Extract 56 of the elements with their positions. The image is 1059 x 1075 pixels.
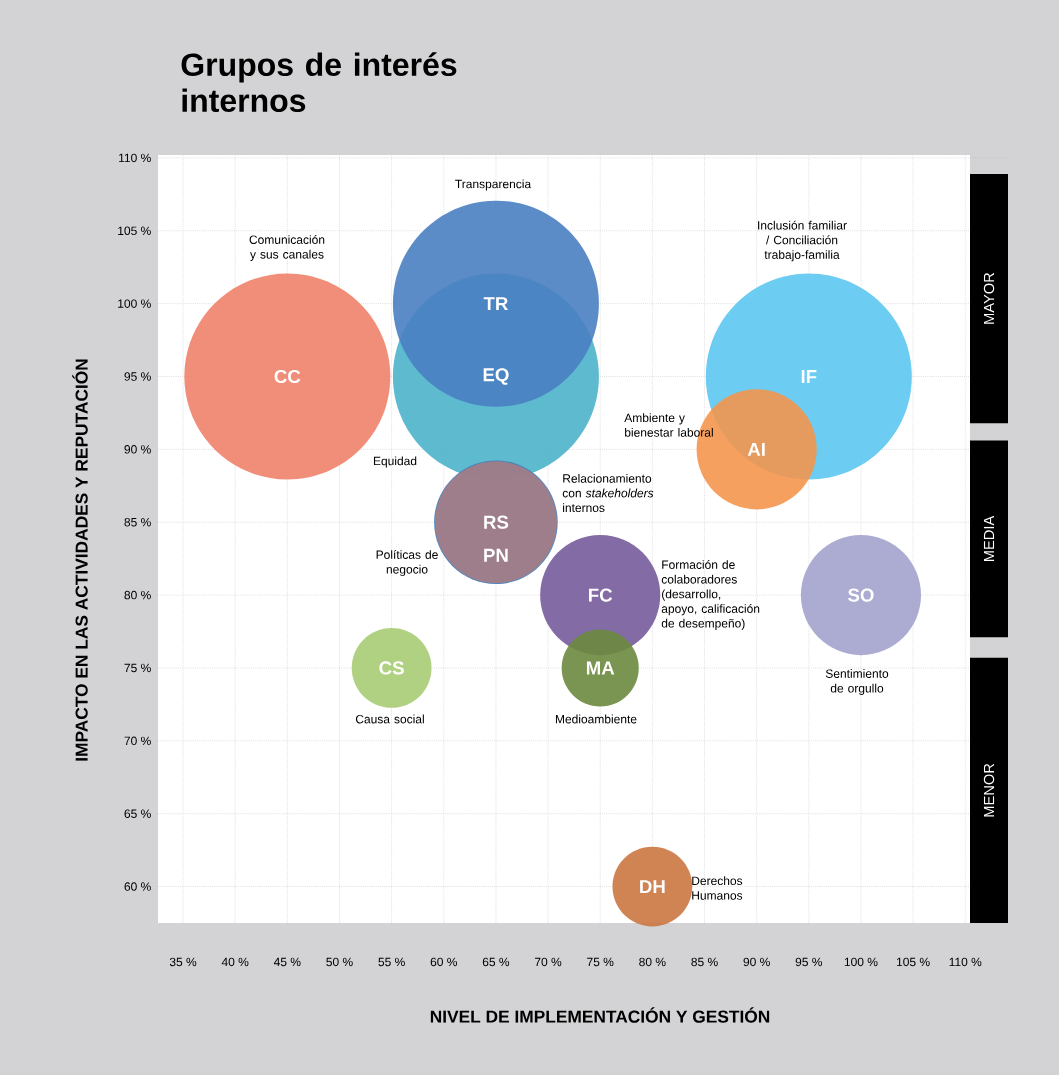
annotation: Derechos Humanos [692,876,743,900]
annotation: Equidad [373,456,417,468]
y-tick-label: 100 % [118,299,151,308]
annotation: Causa social [355,714,424,724]
series-label: IF [801,370,817,383]
x-tick-label: 100 % [844,957,878,967]
band-label: MEDIA [983,515,995,562]
y-axis-title: IMPACTO EN LAS ACTIVIDADES Y REPUTACIÓN [72,359,88,761]
annotation: Medioambiente [555,714,637,724]
x-tick-label: 85 % [691,957,718,967]
x-tick-label: 65 % [482,957,510,967]
x-tick-label: 40 % [221,957,249,967]
y-tick-label: 95 % [124,372,151,381]
annotation: Comunicación y sus canales [249,234,325,261]
y-tick-label: 80 % [124,590,151,600]
series-label: SO [848,588,874,602]
series-label: PN [484,548,508,562]
x-tick-label: 45 % [273,957,301,967]
series-label: MA [586,661,615,675]
series-label: AI [747,442,765,456]
y-tick-label: 110 % [119,153,151,163]
y-tick-label: 75 % [124,663,151,673]
annotation: Formación de colaboradores (desarrollo, apoyo, calificación de desempeño) [661,559,760,630]
series-label: TR [483,297,508,311]
x-tick-label: 75 % [587,957,614,967]
series-label: CC [274,369,301,384]
x-tick-label: 110 % [949,957,982,967]
annotation: Inclusión familiar / Conciliación trabajo-familia [758,220,847,262]
series-label: RS [484,515,509,529]
y-tick-label: 105 % [118,226,151,236]
series-label: FC [589,588,613,602]
x-tick-label: 105 % [897,957,930,967]
band-label: MENOR [983,763,995,817]
annotation: Relacionamiento con stakeholders internos [562,473,654,513]
x-tick-label: 90 % [743,957,770,967]
annotation: Transparencia [455,179,532,191]
y-tick-label: 85 % [124,517,151,527]
x-tick-label: 60 % [430,957,458,967]
annotation: Sentimiento de orgullo [825,669,889,695]
band-label: MAYOR [983,272,995,324]
x-tick-label: 55 % [378,957,405,967]
x-tick-label: 50 % [326,957,353,967]
x-tick-label: 35 % [169,957,197,967]
series-label: EQ [483,368,509,385]
x-axis-title: NIVEL DE IMPLEMENTACIÓN Y GESTIÓN [430,1007,770,1023]
x-tick-label: 80 % [639,957,666,967]
series-label: DH [640,880,665,893]
x-tick-label: 70 % [534,957,562,967]
y-tick-label: 90 % [124,445,151,454]
y-tick-label: 65 % [124,809,151,818]
chart-title: Grupos de interés internos [181,52,457,113]
y-tick-label: 60 % [124,882,151,891]
series-label: CS [379,661,404,675]
annotation: Políticas de negocio [376,549,438,576]
x-tick-label: 95 % [795,957,823,967]
y-tick-label: 70 % [124,736,151,746]
